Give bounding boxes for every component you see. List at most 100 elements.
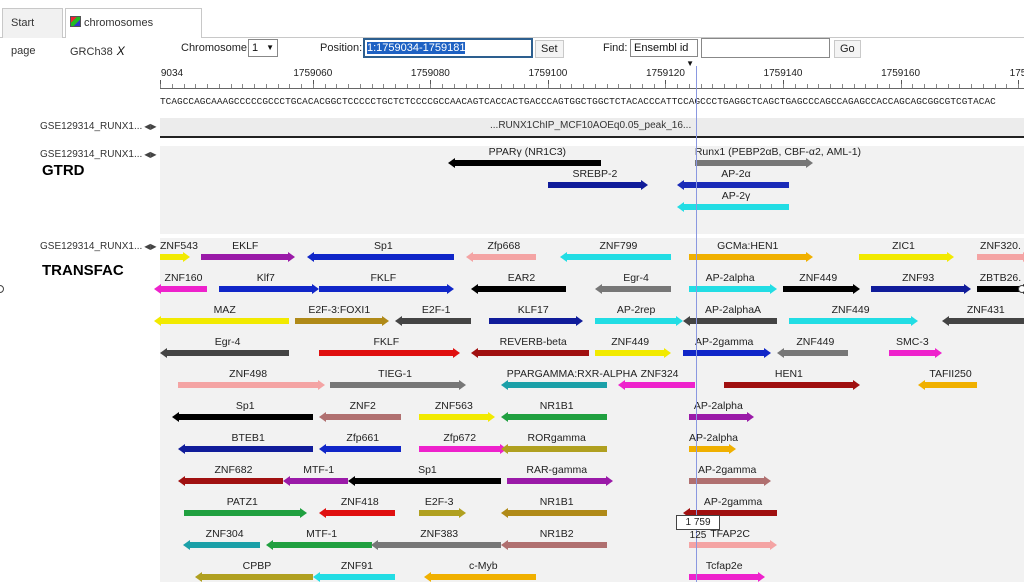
tf-site-label: ZNF449 xyxy=(796,336,835,348)
tf-site-nr1b1[interactable]: NR1B1 xyxy=(500,400,607,424)
tf-site-patz1[interactable]: PATZ1 xyxy=(183,496,308,520)
gtrd-track[interactable]: PPARγ (NR1C3) Runx1 (PEBP2αB, CBF-α2, AML… xyxy=(160,146,1024,234)
tf-site-zfp672[interactable]: Zfp672 xyxy=(418,432,507,456)
tf-site-sp1[interactable]: Sp1 xyxy=(306,240,454,264)
tf-site-ap-2gamma[interactable]: AP-2gamma xyxy=(682,496,778,520)
tf-site-ap-2-[interactable]: AP-2γ xyxy=(677,190,789,214)
set-button[interactable]: Set xyxy=(535,40,564,58)
tf-site-ppar-nr1c3-[interactable]: PPARγ (NR1C3) xyxy=(447,146,601,170)
tf-site-zfp661[interactable]: Zfp661 xyxy=(318,432,401,456)
tf-site-nr1b2[interactable]: NR1B2 xyxy=(500,528,607,552)
tf-site-znf563[interactable]: ZNF563 xyxy=(418,400,496,424)
tf-site-znf418[interactable]: ZNF418 xyxy=(318,496,396,520)
tf-site-znf449[interactable]: ZNF449 xyxy=(594,336,672,360)
tf-site-gcma-hen1[interactable]: GCMa:HEN1 xyxy=(688,240,813,264)
tf-site-ap-2rep[interactable]: AP-2rep xyxy=(594,304,684,328)
tf-site-hen1[interactable]: HEN1 xyxy=(724,368,860,392)
tf-site-ppargamma-rxr-alpha[interactable]: PPARGAMMA:RXR-ALPHA xyxy=(500,368,637,392)
tf-site-ear2[interactable]: EAR2 xyxy=(471,272,566,296)
tf-site-ap-2alpha[interactable]: AP-2alpha xyxy=(688,272,778,296)
tf-site-klf17[interactable]: KLF17 xyxy=(489,304,584,328)
transfac-track-label[interactable]: GSE129314_RUNX1... ◀▶ xyxy=(40,241,157,252)
tf-site-zic1[interactable]: ZIC1 xyxy=(859,240,954,264)
tf-site-ap-2-[interactable]: AP-2α xyxy=(677,168,789,192)
tf-site-cpbp[interactable]: CPBP xyxy=(195,560,313,582)
ruler-minor-tick xyxy=(289,84,291,88)
tf-site-znf383[interactable]: ZNF383 xyxy=(371,528,501,552)
tf-site-znf498[interactable]: ZNF498 xyxy=(177,368,325,392)
tab-chromosomes[interactable]: chromosomes GRCh38 X xyxy=(65,8,202,58)
tf-site-mtf-1[interactable]: MTF-1 xyxy=(283,464,349,488)
tf-site-znf682[interactable]: ZNF682 xyxy=(177,464,284,488)
tf-site-e2f-3[interactable]: E2F-3 xyxy=(418,496,466,520)
tab-start-page[interactable]: Start page xyxy=(2,8,63,57)
tf-site-ap-2alphaa[interactable]: AP-2alphaA xyxy=(682,304,778,328)
coordinate-ruler[interactable]: 9034 1759060 1759080 1759100 1759120 1759140 1… xyxy=(160,66,1024,112)
tf-site-znf799[interactable]: ZNF799 xyxy=(559,240,672,264)
tf-site-tafii250[interactable]: TAFII250 xyxy=(918,368,977,392)
tf-site-mtf-1[interactable]: MTF-1 xyxy=(265,528,372,552)
peak-track-label[interactable]: GSE129314_RUNX1... ◀▶ xyxy=(40,121,157,132)
tf-site-e2f-3-foxi1[interactable]: E2F-3:FOXI1 xyxy=(295,304,390,328)
tf-site-egr-4[interactable]: Egr-4 xyxy=(159,336,290,360)
tf-site-maz[interactable]: MAZ xyxy=(154,304,290,328)
tf-site-ap-2gamma[interactable]: AP-2gamma xyxy=(683,336,772,360)
tf-site-sp1[interactable]: Sp1 xyxy=(171,400,313,424)
tf-site-znf324[interactable]: ZNF324 xyxy=(618,368,695,392)
tf-site-rorgamma[interactable]: RORgamma xyxy=(500,432,607,456)
tf-site-tcfap2e[interactable]: Tcfap2e xyxy=(688,560,766,582)
ruler-minor-tick xyxy=(606,84,608,88)
tf-site-znf91[interactable]: ZNF91 xyxy=(312,560,396,582)
transfac-track[interactable]: ZNF543 EKLF Sp1 Zfp668 ZNF799 GCMa:HEN1 ZIC1 ZN… xyxy=(154,238,1024,582)
tf-site-ap-2alpha[interactable]: AP-2alpha xyxy=(688,400,754,424)
tf-site-c-myb[interactable]: c-Myb xyxy=(424,560,537,582)
tf-site-reverb-beta[interactable]: REVERB-beta xyxy=(471,336,590,360)
arrows-icon[interactable]: ◀▶ xyxy=(144,242,157,251)
arrows-icon[interactable]: ◀▶ xyxy=(144,150,157,159)
tf-site-znf93[interactable]: ZNF93 xyxy=(871,272,972,296)
tf-site-znf449[interactable]: ZNF449 xyxy=(783,272,860,296)
peak-track[interactable]: ...RUNX1ChIP_MCF10AOEq0.05_peak_16... xyxy=(160,118,1024,138)
tf-site-sp1[interactable]: Sp1 xyxy=(347,464,501,488)
tf-site-egr-4[interactable]: Egr-4 xyxy=(594,272,672,296)
tf-site-eklf[interactable]: EKLF xyxy=(201,240,296,264)
tf-site-fklf[interactable]: FKLF xyxy=(318,336,460,360)
tf-site-nr1b1[interactable]: NR1B1 xyxy=(500,496,607,520)
tf-site-tieg-1[interactable]: TIEG-1 xyxy=(330,368,466,392)
tf-site-srebp-2[interactable]: SREBP-2 xyxy=(547,168,648,192)
tf-site-znf449[interactable]: ZNF449 xyxy=(777,336,848,360)
tf-site-fklf[interactable]: FKLF xyxy=(318,272,454,296)
arrow-left-icon xyxy=(500,540,508,550)
ruler-minor-tick xyxy=(665,84,667,88)
find-type-select[interactable]: Ensembl id ▼ xyxy=(630,39,698,68)
resize-handle-right[interactable] xyxy=(1018,285,1024,293)
tf-site-ap-2alpha[interactable]: AP-2alpha xyxy=(688,432,738,456)
tf-site-e2f-1[interactable]: E2F-1 xyxy=(394,304,472,328)
tf-site-znf449[interactable]: ZNF449 xyxy=(788,304,919,328)
tf-site-bar xyxy=(506,478,606,484)
tf-site-klf7[interactable]: Klf7 xyxy=(218,272,319,296)
tf-site-znf431[interactable]: ZNF431 xyxy=(941,304,1024,328)
tf-site-runx1-pebp2-b-cbf-2-aml-1-[interactable]: Runx1 (PEBP2αB, CBF-α2, AML-1) xyxy=(694,146,861,170)
tf-site-ap-2gamma[interactable]: AP-2gamma xyxy=(688,464,772,488)
tf-site-smc-3[interactable]: SMC-3 xyxy=(888,336,942,360)
gtrd-track-label[interactable]: GSE129314_RUNX1... ◀▶ xyxy=(40,149,157,160)
tf-site-znf2[interactable]: ZNF2 xyxy=(318,400,401,424)
tf-site-znf320-[interactable]: ZNF320. xyxy=(976,240,1024,264)
close-tab-button[interactable]: X xyxy=(116,44,125,58)
arrows-icon[interactable]: ◀▶ xyxy=(144,122,157,131)
go-button[interactable]: Go xyxy=(834,40,861,58)
tf-site-rar-gamma[interactable]: RAR-gamma xyxy=(506,464,613,488)
position-input[interactable]: 1:1759034-1759181 xyxy=(363,38,533,58)
chromosome-select[interactable]: 1 ▼ xyxy=(248,39,278,57)
peak-feature-label[interactable]: ...RUNX1ChIP_MCF10AOEq0.05_peak_16... xyxy=(490,120,692,131)
tf-site-zbtb26-[interactable]: ZBTB26. xyxy=(976,272,1024,296)
tf-site-znf304[interactable]: ZNF304 xyxy=(183,528,260,552)
tf-site-tfap2c[interactable]: TFAP2C xyxy=(688,528,778,552)
tf-site-zfp668[interactable]: Zfp668 xyxy=(465,240,537,264)
tf-site-znf160[interactable]: ZNF160 xyxy=(154,272,208,296)
tf-site-znf543[interactable]: ZNF543 xyxy=(160,240,198,264)
find-input[interactable] xyxy=(701,38,830,58)
tf-site-bteb1[interactable]: BTEB1 xyxy=(177,432,313,456)
resize-handle-left[interactable] xyxy=(0,285,4,293)
